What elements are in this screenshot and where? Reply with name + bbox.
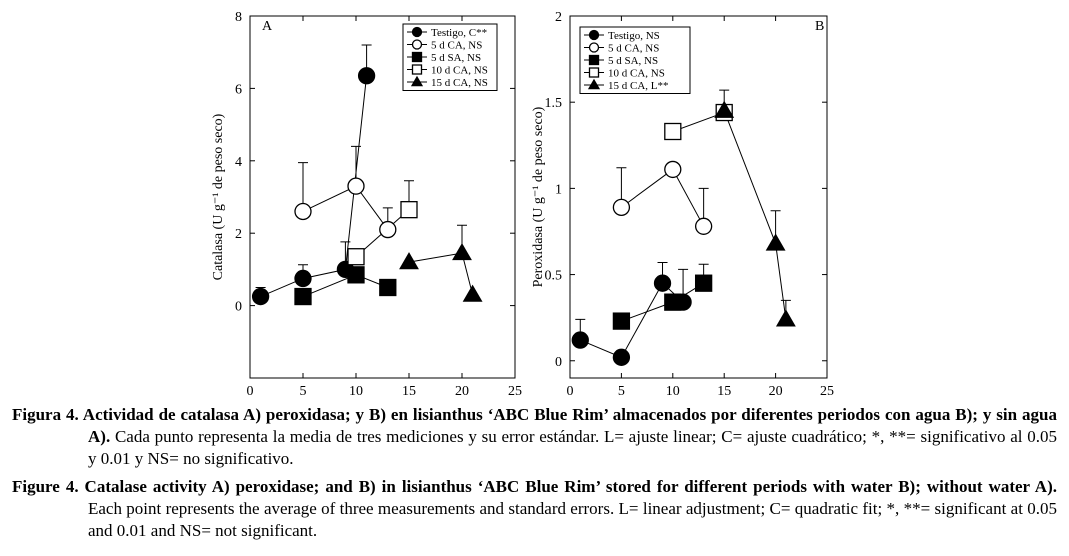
legend-label: 5 d SA, NS <box>608 55 658 67</box>
data-point <box>347 177 365 195</box>
legend-label: 10 d CA, NS <box>608 68 665 80</box>
data-point <box>379 278 397 297</box>
caption-en: Figure 4. Catalase activity A) peroxidas… <box>12 476 1057 542</box>
legend-marker <box>411 64 423 75</box>
plot-frame <box>569 15 828 379</box>
series-line <box>580 282 684 358</box>
figure: 024680510152025DíasCatalasa (U g⁻¹ de pe… <box>211 10 834 399</box>
data-point <box>294 287 312 306</box>
legend-label: 5 d SA, NS <box>431 52 481 64</box>
data-point <box>357 67 376 85</box>
legend-label: Testigo, NS <box>608 30 660 42</box>
data-point <box>694 217 713 235</box>
y-tick-label: 0 <box>555 355 562 370</box>
y-tick-label: 1 <box>555 182 562 197</box>
legend-marker <box>411 26 423 38</box>
y-tick-label: 0 <box>235 300 242 315</box>
data-point <box>653 274 672 292</box>
y-tick-label: 1.5 <box>545 96 563 111</box>
caption-bold: Figure 4. Catalase activity A) peroxidas… <box>12 477 1057 496</box>
legend-marker <box>587 78 601 90</box>
x-tick-label: 25 <box>820 384 834 399</box>
data-point <box>251 287 270 306</box>
x-tick-label: 15 <box>402 384 416 399</box>
legend-marker <box>588 54 600 66</box>
x-tick-label: 10 <box>666 384 680 399</box>
legend-marker <box>588 67 600 78</box>
legend-marker <box>588 42 600 53</box>
data-point <box>379 220 397 239</box>
x-tick-label: 20 <box>455 384 469 399</box>
y-tick-label: 2 <box>555 10 562 25</box>
legend-marker <box>411 39 423 50</box>
caption-es: Figura 4. Actividad de catalasa A) perox… <box>12 404 1057 470</box>
x-tick-label: 15 <box>717 384 731 399</box>
panel-label: A <box>262 19 273 34</box>
x-tick-label: 5 <box>300 384 307 399</box>
panel-label: B <box>815 19 824 34</box>
y-tick-label: 8 <box>235 10 242 25</box>
y-axis-label: Peroxidasa (U g⁻¹ de peso seco) <box>531 106 546 287</box>
legend-label: 5 d CA, NS <box>431 40 482 52</box>
legend-label: 10 d CA, NS <box>431 65 488 77</box>
y-tick-label: 4 <box>235 155 242 170</box>
series-line <box>621 168 705 227</box>
legend-marker <box>411 51 423 63</box>
plot-frame <box>249 15 516 379</box>
y-axis-label: Catalasa (U g⁻¹ de peso seco) <box>211 113 226 280</box>
caption-text: Each point represents the average of thr… <box>88 499 1057 540</box>
data-point <box>664 293 682 311</box>
data-point <box>612 348 631 366</box>
data-point <box>347 248 365 266</box>
series-line <box>723 110 787 320</box>
legend-label: 5 d CA, NS <box>608 43 659 55</box>
data-point <box>775 309 796 327</box>
data-point <box>294 202 312 221</box>
y-tick-label: 2 <box>235 227 242 242</box>
legend-label: 15 d CA, NS <box>431 77 488 89</box>
x-tick-label: 20 <box>769 384 783 399</box>
data-point <box>612 312 631 330</box>
data-point <box>462 284 483 302</box>
data-point <box>400 201 418 219</box>
data-point <box>399 252 419 270</box>
data-point <box>571 331 589 349</box>
x-tick-label: 0 <box>247 384 254 399</box>
data-point <box>294 269 312 288</box>
legend-marker <box>588 29 600 41</box>
data-point <box>664 160 682 179</box>
data-point <box>714 100 735 118</box>
data-point <box>694 274 713 292</box>
legend-label: Testigo, C** <box>431 27 487 39</box>
legend-marker <box>410 75 424 87</box>
x-tick-label: 25 <box>508 384 522 399</box>
x-tick-label: 0 <box>567 384 574 399</box>
y-tick-label: 0.5 <box>545 269 563 284</box>
x-tick-label: 10 <box>349 384 363 399</box>
y-tick-label: 6 <box>235 82 242 97</box>
data-point <box>765 233 786 251</box>
legend-label: 15 d CA, L** <box>608 80 669 92</box>
data-point <box>612 198 631 216</box>
data-point <box>664 122 682 141</box>
caption-bold: Figura 4. Actividad de catalasa A) perox… <box>12 405 1057 446</box>
x-tick-label: 5 <box>618 384 625 399</box>
data-point <box>347 266 365 284</box>
data-point <box>452 243 472 261</box>
caption-text: Cada punto representa la media de tres m… <box>88 427 1058 468</box>
series-line <box>302 185 389 230</box>
series-line <box>302 274 388 298</box>
